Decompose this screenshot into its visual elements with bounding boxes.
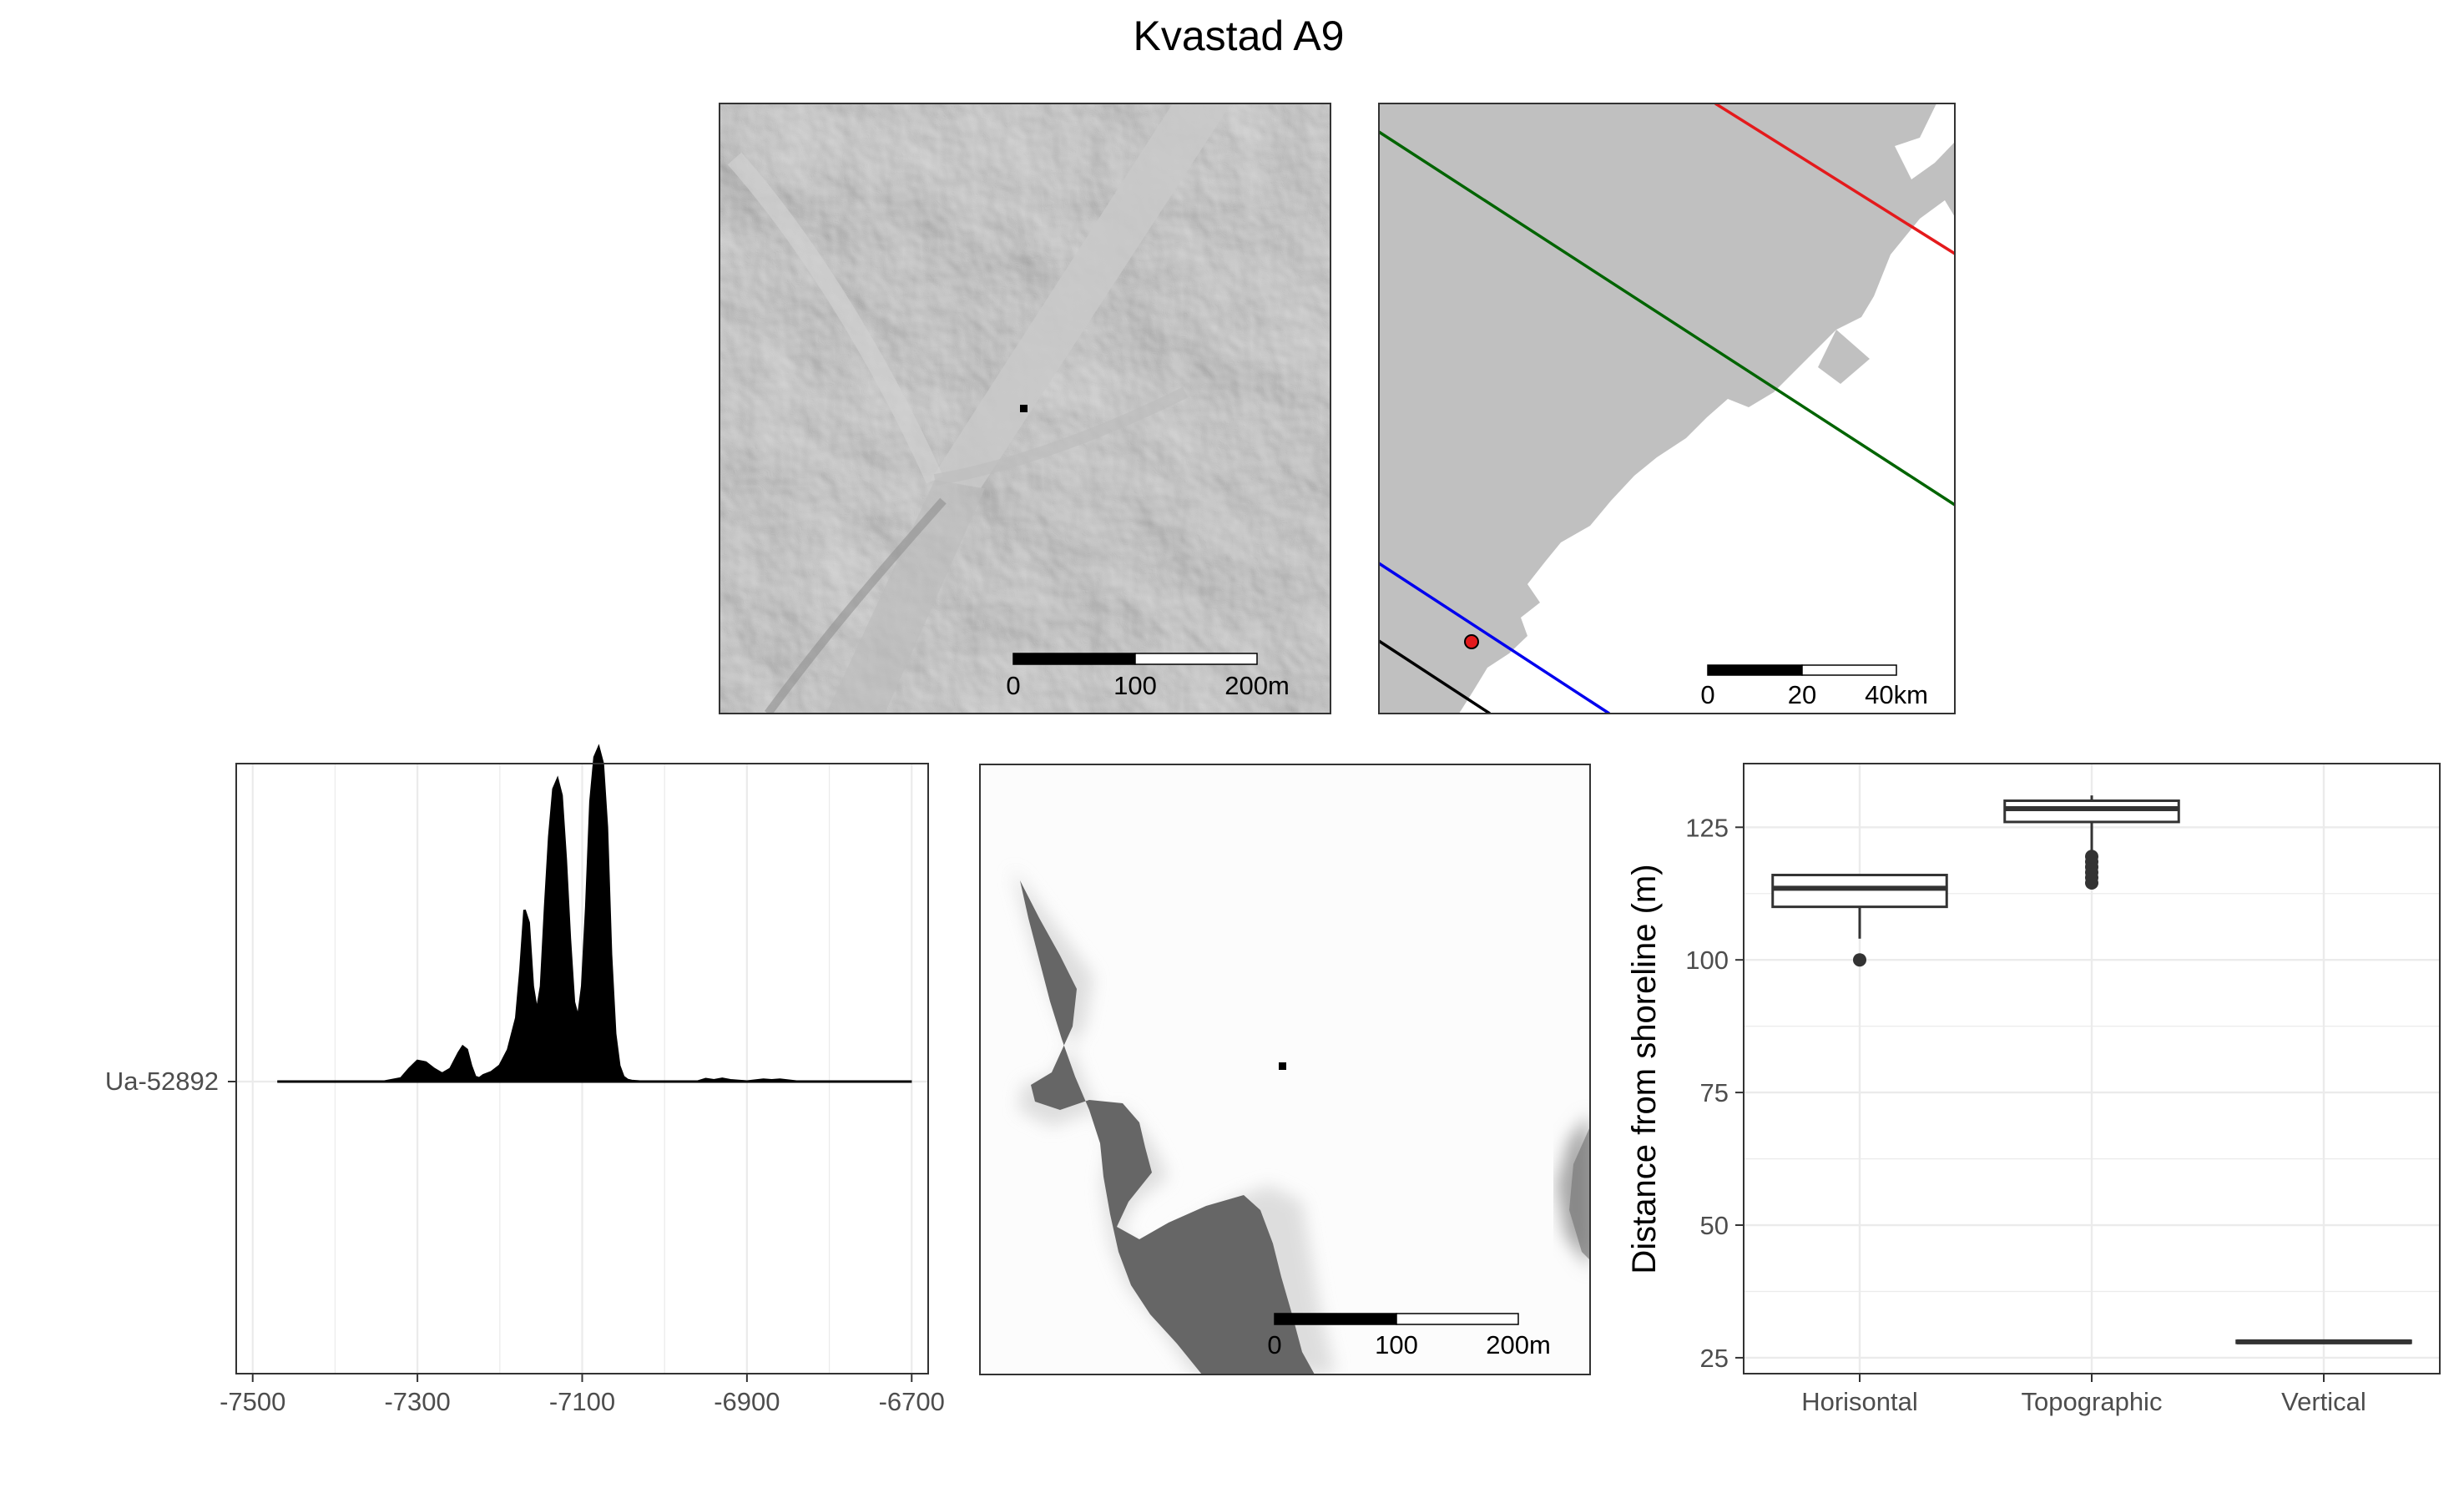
scale-bar: 0 100 200m xyxy=(1267,1313,1551,1359)
scale-label-0: 0 xyxy=(1267,1330,1281,1359)
sea-area xyxy=(1020,880,1315,1374)
region-map-panel: 0 20 40km xyxy=(1378,103,1956,714)
boxplot-box-topographic xyxy=(2003,799,2180,824)
density-y-tick-label: Ua-52892 xyxy=(105,1067,219,1096)
scale-label-mid: 100 xyxy=(1113,671,1157,700)
boxplot-y-tick-label: 75 xyxy=(1700,1078,1729,1107)
hillshade-map-panel: 0 100 200m xyxy=(719,103,1331,714)
isobase-black xyxy=(1379,639,1491,714)
isobase-green xyxy=(1379,130,1955,507)
boxplot-outlier xyxy=(1853,953,1866,967)
region-frame xyxy=(1378,103,1956,714)
density-x-tick-label: -6900 xyxy=(714,1387,780,1416)
density-plot-panel: -7500 -7300 -7100 -6900 -6700 Ua-52892 xyxy=(105,744,945,1416)
site-marker xyxy=(1020,405,1028,412)
density-x-tick-label: -7300 xyxy=(384,1387,450,1416)
scale-label-0: 0 xyxy=(1006,671,1020,700)
scale-label-mid: 100 xyxy=(1375,1330,1418,1359)
boxplot-y-tick-label: 25 xyxy=(1700,1344,1729,1373)
boxplot-marks xyxy=(1771,795,2412,1344)
density-x-tick-label: -7100 xyxy=(549,1387,615,1416)
density-x-tick-label: -7500 xyxy=(220,1387,285,1416)
land-area xyxy=(1379,103,1955,714)
boxplot-y-tick-label: 50 xyxy=(1700,1211,1729,1240)
scale-bar: 0 100 200m xyxy=(1006,653,1290,700)
density-x-tick-label: -6700 xyxy=(879,1387,945,1416)
boxplot-y-axis-title: Distance from shoreline (m) xyxy=(1626,864,1663,1274)
scale-bar: 0 20 40km xyxy=(1700,664,1928,709)
scale-label-mid: 20 xyxy=(1788,680,1816,709)
sea-frame xyxy=(979,764,1591,1375)
density-area-ua-52892 xyxy=(277,744,912,1083)
boxplot-x-tick-label: Vertical xyxy=(2281,1387,2366,1416)
boxplot-box-horisontal xyxy=(1771,873,1948,909)
boxplot-y-tick-label: 125 xyxy=(1685,813,1729,842)
scale-label-end: 40km xyxy=(1865,680,1928,709)
isobase-blue xyxy=(1379,562,1610,714)
figure-title: Kvastad A9 xyxy=(1134,13,1345,59)
isobase-red xyxy=(1714,103,1955,255)
boxplot-y-tick-label: 100 xyxy=(1685,946,1729,975)
hillshade-frame xyxy=(719,103,1331,714)
road-corridor xyxy=(931,103,1231,488)
boxplot-x-tick-label: Topographic xyxy=(2022,1387,2163,1416)
scale-label-end: 200m xyxy=(1224,671,1290,700)
density-x-axis: -7500 -7300 -7100 -6900 -6700 xyxy=(220,1374,945,1416)
scale-label-end: 200m xyxy=(1486,1330,1551,1359)
boxplot-axes: 25 50 75 100 125 Horisontal Topographic Vertica… xyxy=(1685,813,2366,1416)
sea-map-panel: 0 100 200m xyxy=(979,764,1591,1375)
scale-label-0: 0 xyxy=(1700,680,1714,709)
site-location-point xyxy=(1464,634,1479,649)
boxplot-outlier xyxy=(2085,850,2098,864)
boxplot-panel: 25 50 75 100 125 Horisontal Topographic Vertica… xyxy=(1626,763,2441,1416)
site-marker xyxy=(1279,1062,1286,1070)
boxplot-x-tick-label: Horisontal xyxy=(1801,1387,1918,1416)
